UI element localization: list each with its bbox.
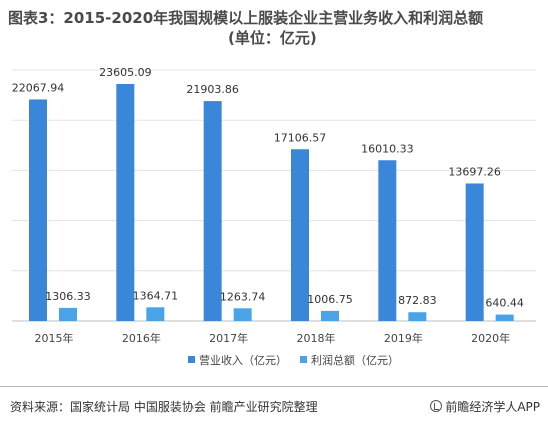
- gridlines: [12, 69, 536, 322]
- value-label-profit: 1006.75: [307, 293, 353, 306]
- bar-revenue: [378, 160, 397, 321]
- legend-label: 利润总额（亿元）: [311, 353, 399, 367]
- bar-profit: [495, 314, 514, 321]
- bar-profit: [321, 310, 339, 321]
- value-label-revenue: 23605.09: [99, 66, 152, 79]
- x-tick-label: 2016年: [122, 331, 161, 345]
- x-axis-tick-labels: 2015年 2016年 2017年 2018年 2019年 2020年: [35, 331, 511, 345]
- chart-title-unit: (单位：亿元): [228, 29, 317, 47]
- legend-label: 营业收入（亿元）: [199, 353, 287, 367]
- value-label-profit: 1306.33: [45, 290, 91, 303]
- legend-swatch: [300, 356, 307, 363]
- x-tick-label: 2018年: [297, 331, 336, 345]
- value-label-revenue: 13697.26: [448, 165, 501, 178]
- value-label-revenue: 22067.94: [12, 81, 65, 94]
- bar-revenue: [203, 101, 222, 322]
- value-label-revenue: 21903.86: [186, 83, 239, 96]
- value-label-profit: 1263.74: [220, 290, 266, 303]
- value-label-profit: 872.83: [398, 294, 437, 307]
- bar-profit: [408, 312, 427, 321]
- x-tick-label: 2015年: [35, 331, 74, 345]
- chart-title-main: 图表3：2015-2020年我国规模以上服装企业主营业务收入和利润总额: [8, 9, 484, 27]
- value-label-revenue: 17106.57: [274, 131, 327, 144]
- bar-revenue: [291, 149, 309, 321]
- legend-swatch: [188, 356, 195, 363]
- bars: [29, 84, 514, 322]
- brand-logo: 前瞻经济学人APP: [430, 398, 540, 415]
- bar-profit: [233, 308, 252, 321]
- bar-revenue: [116, 84, 135, 321]
- value-labels: 22067.94 1306.33 23605.09 1364.71 21903.86 12…: [12, 66, 524, 310]
- qianzhan-logo-icon: [430, 400, 443, 412]
- x-tick-label: 2019年: [384, 331, 423, 345]
- source-text: 资料来源：国家统计局 中国服装协会 前瞻产业研究院整理: [10, 399, 318, 414]
- legend: 营业收入（亿元） 利润总额（亿元）: [188, 353, 399, 367]
- chart-title: 图表3：2015-2020年我国规模以上服装企业主营业务收入和利润总额 (单位：…: [8, 8, 544, 48]
- value-label-revenue: 16010.33: [361, 142, 414, 155]
- x-tick-label: 2020年: [471, 331, 510, 345]
- bar-chart: 22067.94 1306.33 23605.09 1364.71 21903.86 12…: [12, 66, 536, 367]
- brand-logo-text: 前瞻经济学人APP: [445, 399, 540, 414]
- source-footer: 资料来源：国家统计局 中国服装协会 前瞻产业研究院整理 前瞻经济学人APP: [0, 386, 548, 425]
- bar-revenue: [29, 99, 47, 321]
- value-label-profit: 1364.71: [133, 289, 179, 302]
- value-label-profit: 640.44: [485, 297, 524, 310]
- x-tick-label: 2017年: [209, 331, 248, 345]
- bar-revenue: [465, 183, 484, 321]
- bar-profit: [146, 307, 165, 321]
- bar-profit: [59, 307, 77, 321]
